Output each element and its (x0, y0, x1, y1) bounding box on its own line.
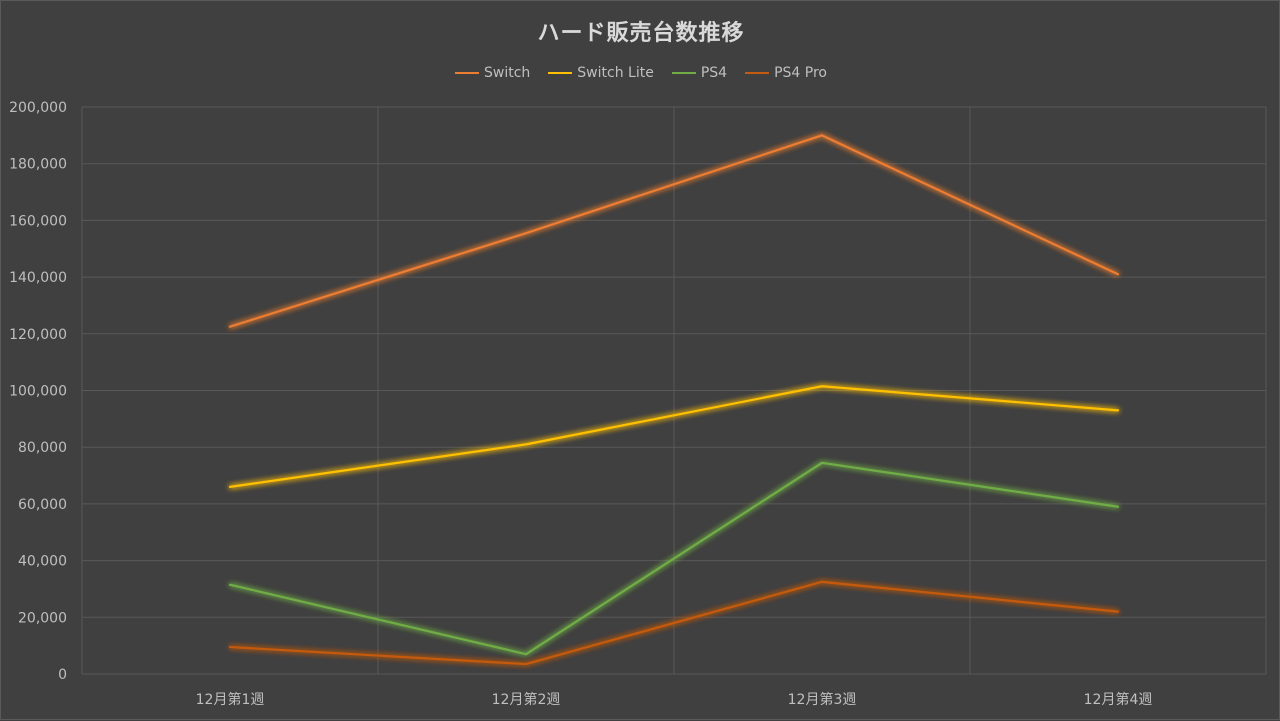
legend-item-ps4-pro[interactable]: PS4 Pro (745, 65, 827, 81)
y-tick-label: 120,000 (9, 327, 67, 343)
legend-item-ps4[interactable]: PS4 (671, 65, 728, 81)
y-tick-label: 200,000 (9, 100, 67, 116)
y-tick-label: 160,000 (9, 213, 67, 229)
legend-label-ps4-pro: PS4 Pro (774, 65, 827, 81)
series-line-ps4[interactable] (228, 461, 1120, 656)
gridlines (81, 106, 1267, 675)
series-lines (228, 134, 1120, 666)
x-tick-label: 12月第4週 (1084, 691, 1153, 708)
series-line-switch-lite[interactable] (228, 385, 1120, 488)
legend-label-switch: Switch (484, 65, 531, 81)
y-tick-label: 80,000 (18, 440, 67, 456)
y-axis-ticks: 0 20,000 40,000 60,000 80,000 100,000 120,000 1… (9, 100, 67, 683)
y-tick-label: 180,000 (9, 157, 67, 173)
legend-swatch-switch (455, 72, 479, 74)
legend-item-switch-lite[interactable]: Switch Lite (548, 65, 654, 81)
legend-item-switch[interactable]: Switch (455, 65, 530, 81)
chart-title: ハード販売台数推移 (537, 21, 745, 46)
legend-swatch-ps4 (671, 72, 696, 74)
legend-swatch-ps4-pro (745, 72, 770, 74)
x-tick-label: 12月第2週 (492, 691, 561, 708)
y-tick-label: 60,000 (18, 497, 67, 513)
y-tick-label: 40,000 (18, 554, 67, 570)
x-tick-label: 12月第3週 (788, 691, 857, 708)
legend-label-ps4: PS4 (700, 65, 728, 81)
series-line-ps4-pro[interactable] (228, 580, 1120, 666)
y-tick-label: 0 (58, 667, 67, 683)
y-tick-label: 140,000 (9, 270, 67, 286)
y-tick-label: 20,000 (18, 610, 67, 626)
x-tick-label: 12月第1週 (196, 691, 265, 708)
legend-swatch-switch-lite (548, 72, 573, 74)
legend: Switch Switch Lite PS4 PS4 Pro (1, 65, 1280, 81)
y-tick-label: 100,000 (9, 384, 67, 400)
legend-label-switch-lite: Switch Lite (577, 65, 654, 81)
x-axis-ticks: 12月第1週 12月第2週 12月第3週 12月第4週 (196, 691, 1153, 708)
series-line-switch[interactable] (228, 134, 1120, 328)
